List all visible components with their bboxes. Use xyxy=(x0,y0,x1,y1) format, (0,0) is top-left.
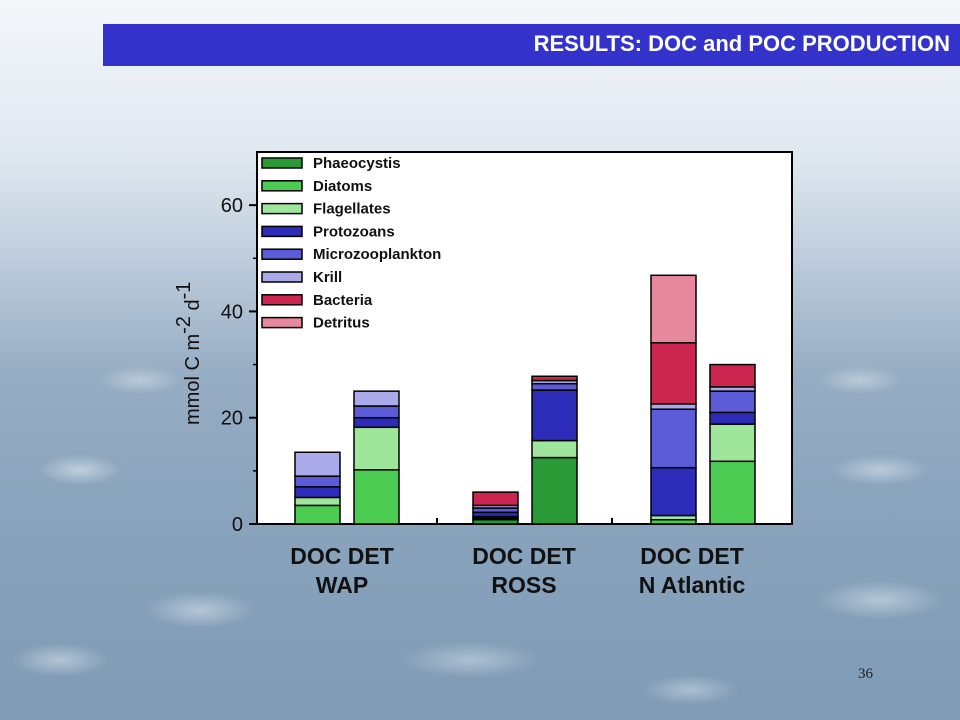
bar-segment xyxy=(709,363,756,388)
bar-stack xyxy=(353,390,400,525)
bar-segment xyxy=(650,274,697,344)
bar-stack xyxy=(650,274,697,525)
bar-segment xyxy=(294,486,341,499)
y-axis-label-base: mmol C m xyxy=(182,334,204,425)
bar-segment xyxy=(353,390,400,407)
bar-segment xyxy=(294,451,341,477)
group-label-line: DOC DET xyxy=(290,543,394,569)
y-tick-label: 40 xyxy=(221,301,243,323)
slide-title: RESULTS: DOC and POC PRODUCTION xyxy=(533,31,950,56)
legend-swatch xyxy=(261,316,303,329)
legend-swatch xyxy=(261,248,303,260)
y-axis: 0 20 40 60 xyxy=(221,195,613,536)
legend-label: Detritus xyxy=(313,315,370,332)
plot-area xyxy=(256,151,793,525)
bar-stack xyxy=(709,363,756,525)
y-axis-label: mmol C m-2 d-1 xyxy=(173,282,204,425)
legend-label: Diatoms xyxy=(313,178,372,195)
group-label-line: WAP xyxy=(315,572,369,598)
group-label-line: N Atlantic xyxy=(638,572,746,598)
bar-segment xyxy=(531,382,578,391)
legend-swatch xyxy=(261,157,303,169)
bar-segment xyxy=(709,390,756,414)
group-label-n-atlantic: DOC DET N Atlantic xyxy=(602,542,782,600)
legend-label: Protozoans xyxy=(313,223,395,240)
y-axis-label-exp1: -2 xyxy=(173,316,195,334)
bar-segment xyxy=(531,375,578,382)
bar-stack xyxy=(531,375,578,525)
bar-segment xyxy=(531,439,578,459)
legend-label: Flagellates xyxy=(313,201,391,218)
legend: Phaeocystis Diatoms Flagellates Protozoans M… xyxy=(261,155,441,332)
legend-label: Microzooplankton xyxy=(313,246,441,263)
bar-stacks xyxy=(294,274,756,525)
y-axis-label-mid: d xyxy=(182,299,204,316)
bar-segment xyxy=(353,405,400,419)
bar-segment xyxy=(472,491,519,507)
bar-segment xyxy=(709,411,756,425)
bar-segment xyxy=(294,475,341,488)
y-tick-label: 0 xyxy=(232,514,243,536)
bar-stack xyxy=(294,451,341,525)
bar-segment xyxy=(353,469,400,525)
legend-swatch xyxy=(261,225,303,238)
bar-segment xyxy=(650,403,697,410)
bar-segment xyxy=(294,504,341,525)
legend-label: Krill xyxy=(313,269,342,286)
page-number: 36 xyxy=(858,666,873,682)
bar-segment xyxy=(709,460,756,525)
legend-swatch xyxy=(261,180,303,192)
legend-swatch xyxy=(261,294,303,306)
group-label-line: ROSS xyxy=(491,572,557,598)
legend-label: Phaeocystis xyxy=(313,155,401,172)
group-label-line: DOC DET xyxy=(472,543,576,569)
bar-segment xyxy=(294,496,341,507)
group-label-wap: DOC DET WAP xyxy=(252,542,432,600)
y-axis-label-exp2: -1 xyxy=(173,282,195,300)
bar-segment xyxy=(531,456,578,525)
bar-stack xyxy=(472,491,519,525)
bar-segment xyxy=(531,389,578,442)
bar-segment xyxy=(650,466,697,517)
bar-segment xyxy=(650,342,697,405)
legend-label: Bacteria xyxy=(313,292,373,309)
legend-swatch xyxy=(261,271,303,283)
y-tick-label: 60 xyxy=(221,195,243,217)
title-banner: RESULTS: DOC and POC PRODUCTION xyxy=(103,24,960,66)
bar-segment xyxy=(353,426,400,471)
bar-segment xyxy=(353,416,400,429)
bar-segment xyxy=(650,408,697,469)
legend-swatch xyxy=(261,202,303,215)
group-label-line: DOC DET xyxy=(640,543,744,569)
y-tick-label: 20 xyxy=(221,408,243,430)
bar-segment xyxy=(709,423,756,463)
group-label-ross: DOC DET ROSS xyxy=(434,542,614,600)
